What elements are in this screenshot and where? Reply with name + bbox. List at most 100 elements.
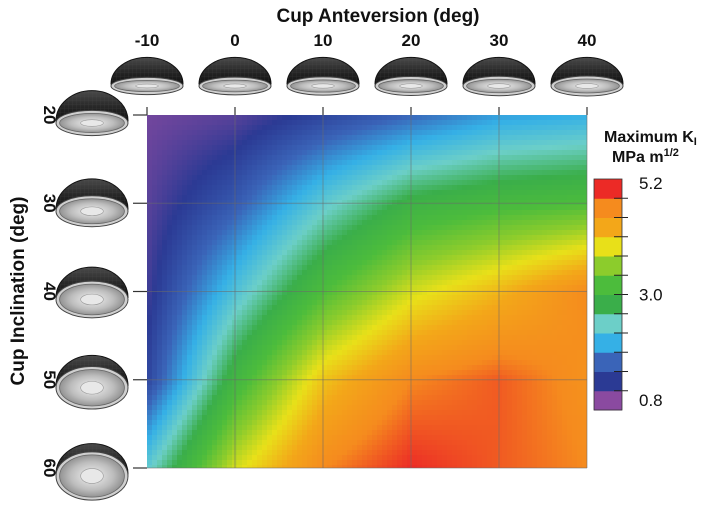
- heatmap-cell: [397, 245, 403, 251]
- heatmap-cell: [317, 170, 323, 176]
- heatmap-cell: [402, 225, 408, 231]
- heatmap-cell: [327, 160, 333, 166]
- heatmap-cell: [277, 225, 283, 231]
- heatmap-cell: [322, 290, 328, 296]
- heatmap-cell: [197, 270, 203, 276]
- heatmap-cell: [147, 190, 153, 196]
- heatmap-cell: [442, 220, 448, 226]
- left-thumbnails: [55, 90, 129, 501]
- heatmap-cell: [317, 330, 323, 336]
- heatmap-cell: [517, 285, 523, 291]
- heatmap-cell: [292, 210, 298, 216]
- heatmap-cell: [437, 370, 443, 376]
- heatmap-cell: [447, 130, 453, 136]
- heatmap-cell: [362, 340, 368, 346]
- heatmap-cell: [502, 330, 508, 336]
- heatmap-cell: [447, 265, 453, 271]
- heatmap-cell: [347, 175, 353, 181]
- heatmap-cell: [527, 350, 533, 356]
- heatmap-cell: [582, 185, 587, 191]
- heatmap-cell: [552, 240, 558, 246]
- heatmap-cell: [382, 130, 388, 136]
- heatmap-cell: [147, 185, 153, 191]
- heatmap-cell: [177, 300, 183, 306]
- heatmap-cell: [537, 145, 543, 151]
- heatmap-cell: [257, 340, 263, 346]
- heatmap-cell: [562, 390, 568, 396]
- heatmap-cell: [172, 125, 178, 131]
- heatmap-cell: [322, 365, 328, 371]
- heatmap-cell: [172, 320, 178, 326]
- heatmap-cell: [227, 260, 233, 266]
- heatmap-cell: [432, 240, 438, 246]
- heatmap-cell: [367, 365, 373, 371]
- heatmap-cell: [357, 245, 363, 251]
- heatmap-cell: [542, 235, 548, 241]
- heatmap-cell: [182, 210, 188, 216]
- heatmap-cell: [452, 130, 458, 136]
- heatmap-cell: [317, 290, 323, 296]
- heatmap-cell: [407, 290, 413, 296]
- heatmap-cell: [177, 125, 183, 131]
- heatmap-cell: [497, 375, 503, 381]
- heatmap-cell: [547, 170, 553, 176]
- heatmap-cell: [277, 140, 283, 146]
- heatmap-cell: [267, 225, 273, 231]
- heatmap-cell: [537, 120, 543, 126]
- heatmap-cell: [307, 150, 313, 156]
- heatmap-cell: [237, 365, 243, 371]
- heatmap-cell: [182, 285, 188, 291]
- heatmap-cell: [147, 230, 153, 236]
- heatmap-cell: [577, 275, 583, 281]
- heatmap-cell: [327, 220, 333, 226]
- heatmap-cell: [287, 280, 293, 286]
- heatmap-cell: [532, 210, 538, 216]
- heatmap-cell: [307, 145, 313, 151]
- heatmap-cell: [332, 205, 338, 211]
- heatmap-cell: [297, 190, 303, 196]
- heatmap-cell: [407, 305, 413, 311]
- heatmap-cell: [497, 390, 503, 396]
- heatmap-cell: [287, 175, 293, 181]
- heatmap-cell: [527, 390, 533, 396]
- heatmap-cell: [392, 240, 398, 246]
- heatmap-cell: [287, 120, 293, 126]
- heatmap-cell: [567, 210, 573, 216]
- heatmap-cell: [552, 205, 558, 211]
- heatmap-cell: [412, 180, 418, 186]
- heatmap-cell: [537, 215, 543, 221]
- heatmap-cell: [237, 385, 243, 391]
- heatmap-cell: [372, 165, 378, 171]
- heatmap-cell: [352, 300, 358, 306]
- heatmap-cell: [452, 125, 458, 131]
- heatmap-cell: [327, 165, 333, 171]
- heatmap-cell: [277, 205, 283, 211]
- heatmap-cell: [282, 235, 288, 241]
- heatmap-cell: [217, 350, 223, 356]
- heatmap-cell: [557, 375, 563, 381]
- heatmap-cell: [397, 355, 403, 361]
- heatmap-cell: [382, 340, 388, 346]
- heatmap-cell: [227, 290, 233, 296]
- heatmap-cell: [552, 295, 558, 301]
- heatmap-cell: [522, 325, 528, 331]
- heatmap-cell: [467, 115, 473, 121]
- heatmap-cell: [267, 360, 273, 366]
- heatmap-cell: [242, 290, 248, 296]
- heatmap-cell: [387, 130, 393, 136]
- cup-thumbnail-cup-anteversion-20: [374, 56, 448, 96]
- heatmap-cell: [462, 135, 468, 141]
- heatmap-cell: [537, 125, 543, 131]
- heatmap-cell: [537, 275, 543, 281]
- heatmap-cell: [267, 230, 273, 236]
- heatmap-cell: [292, 325, 298, 331]
- heatmap-cell: [372, 155, 378, 161]
- heatmap-cell: [482, 185, 488, 191]
- heatmap-cell: [247, 175, 253, 181]
- heatmap-cell: [402, 270, 408, 276]
- heatmap-cell: [342, 165, 348, 171]
- heatmap-cell: [342, 395, 348, 401]
- heatmap-cell: [182, 150, 188, 156]
- heatmap-cell: [207, 130, 213, 136]
- heatmap-cell: [537, 370, 543, 376]
